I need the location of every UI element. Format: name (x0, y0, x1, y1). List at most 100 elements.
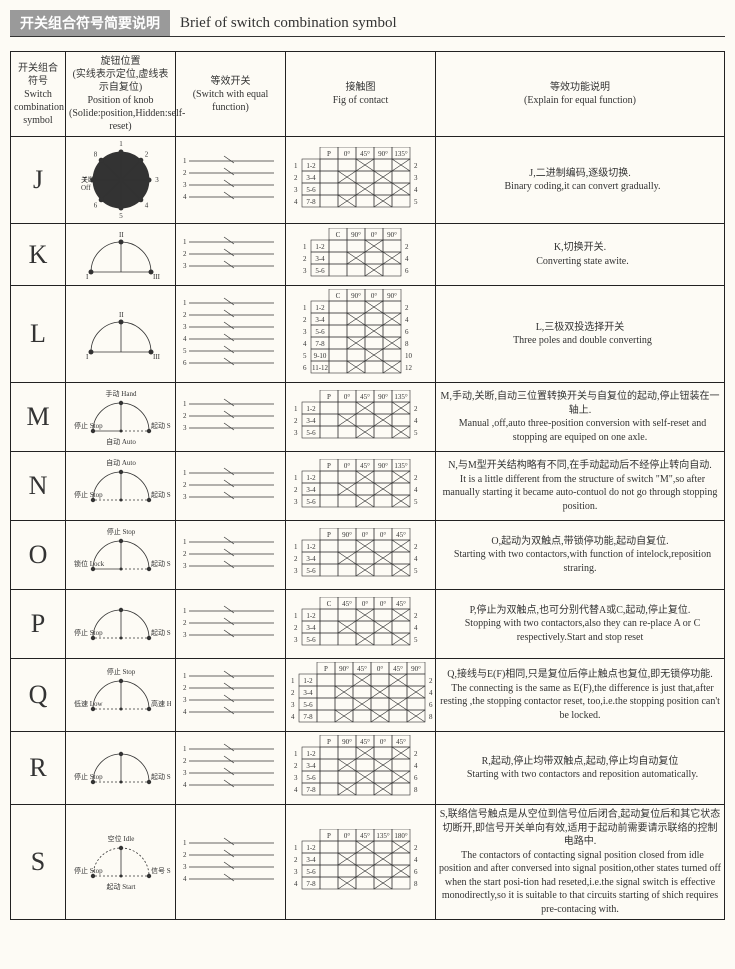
svg-text:1: 1 (294, 750, 298, 758)
cell-symbol: R (11, 732, 66, 805)
svg-text:4: 4 (414, 762, 418, 770)
svg-text:4: 4 (414, 555, 418, 563)
svg-text:自动 Auto: 自动 Auto (106, 437, 136, 446)
svg-text:II: II (119, 311, 124, 319)
title-bar: 开关组合符号简要说明 Brief of switch combination s… (10, 10, 725, 37)
svg-text:起动 Start: 起动 Start (151, 490, 171, 499)
svg-text:空位 Idle: 空位 Idle (107, 834, 134, 843)
svg-text:4: 4 (414, 417, 418, 425)
svg-text:3: 3 (183, 262, 187, 270)
svg-text:低速 Low: 低速 Low (74, 699, 104, 708)
cell-symbol: Q (11, 659, 66, 732)
svg-text:3-4: 3-4 (306, 417, 316, 425)
svg-text:6: 6 (429, 701, 433, 709)
svg-text:3: 3 (183, 323, 187, 331)
svg-text:2: 2 (414, 474, 418, 482)
svg-text:3: 3 (294, 868, 298, 876)
svg-text:1-2: 1-2 (306, 543, 316, 551)
cell-explain: L,三极双投选择开关 Three poles and double conver… (436, 286, 725, 383)
svg-text:P: P (324, 665, 328, 673)
table-row: J 12345678 关断 Off 1 2 3 4 P0°45°90°135°1… (11, 137, 725, 224)
svg-text:0°: 0° (343, 832, 350, 840)
cell-explain: J,二进制编码,逐级切换. Binary coding,it can conve… (436, 137, 725, 224)
title-en: Brief of switch combination symbol (180, 15, 725, 32)
svg-text:2: 2 (183, 757, 187, 765)
svg-text:3: 3 (303, 267, 307, 275)
table-row: R 停止 Stop 起动 Start 1 2 3 4 P90°45°0°45°1… (11, 732, 725, 805)
svg-text:2: 2 (303, 316, 307, 324)
svg-text:5: 5 (119, 212, 123, 220)
cell-symbol: J (11, 137, 66, 224)
svg-text:P: P (327, 462, 331, 470)
svg-text:135°: 135° (376, 832, 390, 840)
cell-schematic: 1 2 3 4 (176, 732, 286, 805)
svg-text:5-6: 5-6 (303, 701, 313, 709)
cell-symbol: N (11, 452, 66, 521)
svg-text:2: 2 (414, 612, 418, 620)
svg-text:90°: 90° (342, 531, 352, 539)
svg-text:2: 2 (183, 481, 187, 489)
svg-text:P: P (327, 832, 331, 840)
svg-text:3-4: 3-4 (315, 316, 325, 324)
svg-text:4: 4 (405, 316, 409, 324)
svg-text:5-6: 5-6 (306, 498, 316, 506)
svg-text:4: 4 (414, 856, 418, 864)
svg-text:0°: 0° (361, 600, 368, 608)
svg-text:2: 2 (414, 750, 418, 758)
svg-text:停止 Stop: 停止 Stop (106, 667, 135, 676)
svg-text:2: 2 (414, 162, 418, 170)
svg-text:高速 High: 高速 High (151, 699, 171, 708)
svg-text:3: 3 (414, 174, 418, 182)
svg-text:7-8: 7-8 (306, 786, 316, 794)
svg-text:2: 2 (144, 151, 148, 159)
cell-explain: Q,接线与E(F)相同,只是复位后停止触点也复位,即无锁停功能. The con… (436, 659, 725, 732)
svg-text:45°: 45° (360, 832, 370, 840)
cell-schematic: 1 2 3 (176, 521, 286, 590)
svg-text:3-4: 3-4 (306, 762, 316, 770)
svg-text:2: 2 (183, 412, 187, 420)
svg-text:3-4: 3-4 (306, 486, 316, 494)
svg-text:4: 4 (183, 781, 187, 789)
cell-schematic: 1 2 3 4 (176, 137, 286, 224)
svg-text:1-2: 1-2 (315, 243, 325, 251)
svg-text:2: 2 (183, 550, 187, 558)
svg-text:12: 12 (405, 364, 413, 372)
svg-text:1: 1 (183, 839, 187, 847)
svg-text:1: 1 (183, 299, 187, 307)
svg-text:6: 6 (93, 201, 97, 209)
svg-text:45°: 45° (396, 600, 406, 608)
svg-text:5-6: 5-6 (306, 567, 316, 575)
cell-knob: IIIIII (66, 224, 176, 286)
svg-text:I: I (86, 273, 89, 281)
svg-text:5-6: 5-6 (315, 267, 325, 275)
cell-knob: 12345678 关断 Off (66, 137, 176, 224)
cell-symbol: O (11, 521, 66, 590)
cell-contact: P90°45°0°45°90°11-2223-4435-6647-88 (286, 659, 436, 732)
svg-text:2: 2 (405, 304, 409, 312)
cell-explain: N,与M型开关结构略有不同,在手动起动后不经停止转向自动. It is a li… (436, 452, 725, 521)
svg-text:3-4: 3-4 (306, 174, 316, 182)
table-row: K IIIIII 1 2 3 C90°0°90°11-2223-4435-66 … (11, 224, 725, 286)
svg-text:7-8: 7-8 (306, 198, 316, 206)
svg-text:自动 Auto: 自动 Auto (106, 458, 136, 467)
svg-text:3: 3 (183, 696, 187, 704)
svg-text:1: 1 (119, 140, 123, 148)
table-row: M 手动 Hand 停止 Stop 起动 Start 自动 Auto 1 2 3… (11, 383, 725, 452)
svg-text:2: 2 (414, 844, 418, 852)
svg-text:2: 2 (294, 762, 298, 770)
svg-text:关断: 关断 (81, 175, 95, 184)
svg-text:1-2: 1-2 (306, 405, 316, 413)
svg-text:3: 3 (183, 863, 187, 871)
cell-schematic: 1 2 3 (176, 383, 286, 452)
cell-explain: M,手动,关断,自动三位置转换开关与自复位的起动,停止钮装在一轴上. Manua… (436, 383, 725, 452)
cell-knob: 停止 Stop 低速 Low 高速 High (66, 659, 176, 732)
svg-text:4: 4 (294, 880, 298, 888)
svg-text:4: 4 (294, 198, 298, 206)
svg-text:2: 2 (183, 684, 187, 692)
svg-text:45°: 45° (360, 738, 370, 746)
svg-text:停止 Stop: 停止 Stop (74, 490, 103, 499)
svg-text:8: 8 (414, 880, 418, 888)
cell-contact: P0°45°90°135°11-2223-4335-6447-85 (286, 137, 436, 224)
table-row: S 空位 Idle 停止 Stop 信号 Signal 起动 Start 1 2… (11, 805, 725, 920)
cell-knob: 停止 Stop 起动 Start (66, 590, 176, 659)
